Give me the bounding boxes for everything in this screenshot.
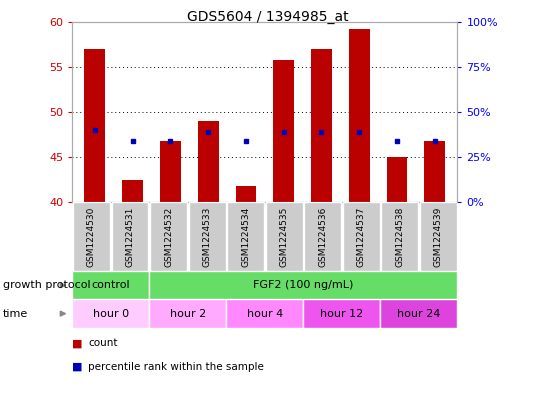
Text: GSM1224539: GSM1224539: [434, 207, 442, 267]
Bar: [149, 271, 457, 299]
Bar: [419, 202, 457, 271]
Text: percentile rank within the sample: percentile rank within the sample: [88, 362, 264, 372]
Bar: [73, 202, 110, 271]
Bar: [111, 202, 149, 271]
Bar: [387, 157, 407, 202]
Bar: [265, 202, 303, 271]
Text: GSM1224533: GSM1224533: [203, 207, 211, 267]
Text: hour 2: hour 2: [170, 309, 206, 319]
Text: GSM1224536: GSM1224536: [318, 207, 327, 267]
Text: GSM1224535: GSM1224535: [280, 207, 288, 267]
Bar: [85, 49, 105, 202]
Text: GSM1224537: GSM1224537: [357, 207, 365, 267]
Bar: [342, 202, 380, 271]
Bar: [149, 299, 226, 328]
Bar: [349, 29, 370, 202]
Text: GSM1224530: GSM1224530: [87, 207, 96, 267]
Bar: [424, 141, 445, 202]
Text: growth protocol: growth protocol: [3, 280, 90, 290]
Text: hour 4: hour 4: [247, 309, 283, 319]
Text: GDS5604 / 1394985_at: GDS5604 / 1394985_at: [187, 10, 348, 24]
Text: GSM1224532: GSM1224532: [164, 207, 173, 267]
Bar: [381, 202, 418, 271]
Bar: [72, 299, 149, 328]
Bar: [198, 121, 219, 202]
Text: control: control: [91, 280, 130, 290]
Bar: [273, 60, 294, 202]
Text: hour 12: hour 12: [320, 309, 363, 319]
Bar: [150, 202, 187, 271]
Bar: [160, 141, 181, 202]
Bar: [72, 271, 149, 299]
Text: hour 24: hour 24: [397, 309, 441, 319]
Bar: [304, 202, 341, 271]
Text: ■: ■: [72, 338, 83, 349]
Bar: [188, 202, 226, 271]
Text: GSM1224538: GSM1224538: [395, 207, 404, 267]
Bar: [303, 299, 380, 328]
Text: time: time: [3, 309, 28, 319]
Text: FGF2 (100 ng/mL): FGF2 (100 ng/mL): [253, 280, 354, 290]
Bar: [235, 186, 256, 202]
Bar: [311, 49, 332, 202]
Text: ■: ■: [72, 362, 83, 372]
Bar: [380, 299, 457, 328]
Bar: [226, 299, 303, 328]
Text: hour 0: hour 0: [93, 309, 129, 319]
Text: GSM1224531: GSM1224531: [126, 207, 134, 267]
Bar: [227, 202, 264, 271]
Bar: [123, 180, 143, 202]
Text: count: count: [88, 338, 118, 349]
Text: GSM1224534: GSM1224534: [241, 207, 250, 267]
